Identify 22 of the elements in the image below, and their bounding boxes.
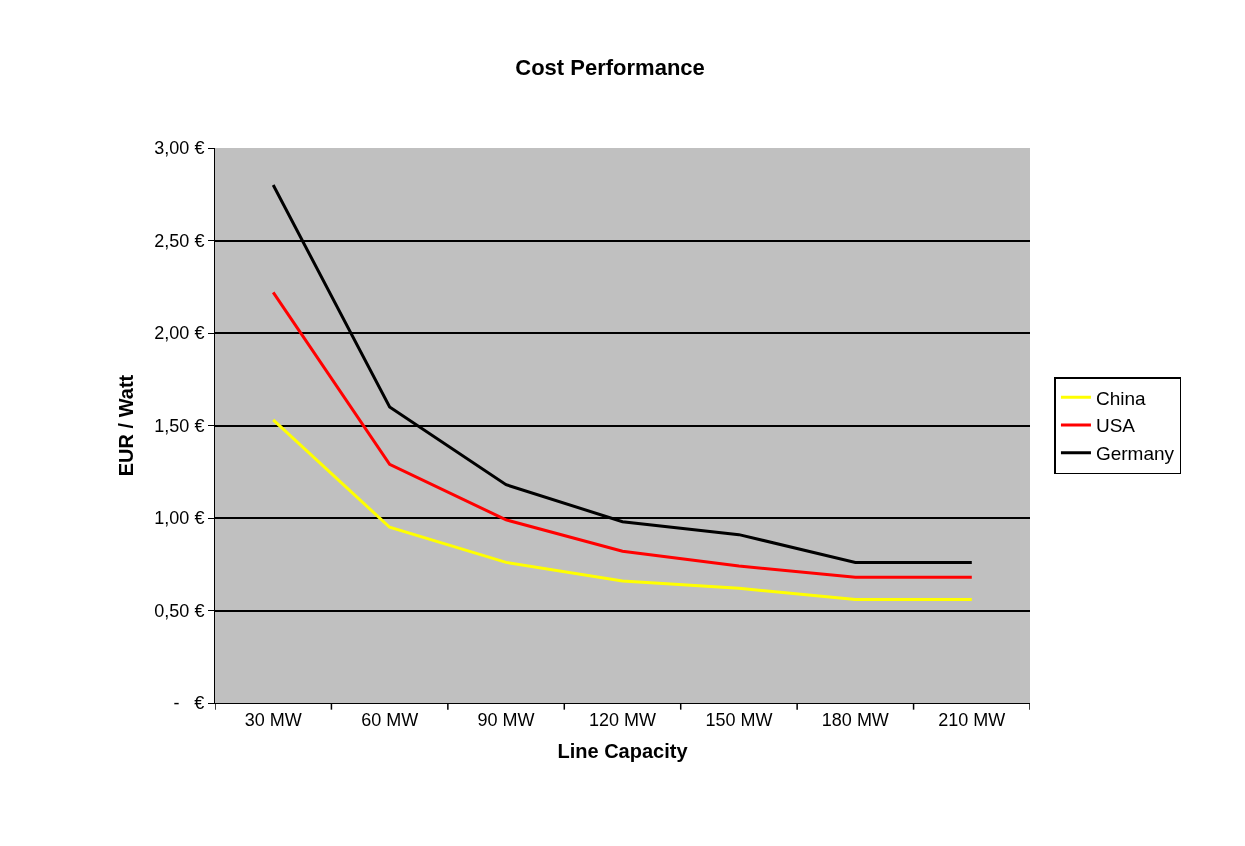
y-tick-label: 1,50 € xyxy=(154,415,205,436)
y-tick-label: 2,50 € xyxy=(154,230,205,251)
chart-title: Cost Performance xyxy=(515,54,705,80)
legend-label: China xyxy=(1095,387,1147,409)
x-tick-label: 60 MW xyxy=(361,709,419,730)
x-tick-label: 120 MW xyxy=(588,709,657,730)
y-axis-title: EUR / Watt xyxy=(114,374,137,477)
x-tick-label: 150 MW xyxy=(705,709,773,730)
y-tick-label: 2,00 € xyxy=(154,323,205,344)
line-series xyxy=(271,290,974,579)
x-tick-label: 90 MW xyxy=(477,709,535,730)
x-tick-label: 30 MW xyxy=(244,709,302,730)
legend-label: Germany xyxy=(1095,443,1175,465)
y-tick-label: 0,50 € xyxy=(154,600,205,621)
y-tick-label: 1,00 € xyxy=(154,508,205,529)
y-tick-label: - € xyxy=(173,693,205,714)
legend-label: USA xyxy=(1095,415,1136,437)
x-axis-title: Line Capacity xyxy=(557,740,689,763)
x-tick-label: 210 MW xyxy=(938,709,1006,730)
y-tick-label: 3,00 € xyxy=(154,138,205,159)
x-tick-label: 180 MW xyxy=(821,709,889,730)
line-series xyxy=(271,418,974,601)
